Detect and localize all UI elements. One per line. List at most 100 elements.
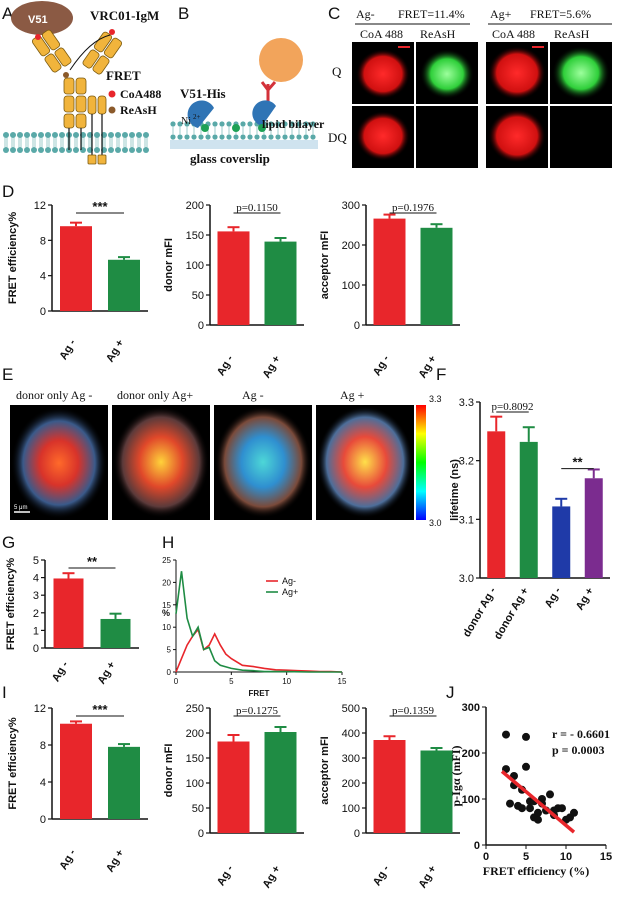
lipid-head <box>59 132 65 138</box>
lipid-head <box>45 132 51 138</box>
y-tick-label: 300 <box>462 702 480 714</box>
lipid-head <box>247 121 253 127</box>
lipid-head <box>212 134 218 140</box>
category-label: Ag - <box>215 863 236 888</box>
lipid-head <box>45 147 51 153</box>
cbar-max: 3.3 <box>429 394 442 404</box>
panel-label-e: E <box>2 365 13 384</box>
lipid-head <box>184 134 190 140</box>
bar <box>264 732 297 833</box>
scatter-point <box>558 804 566 813</box>
lipid-head <box>282 134 288 140</box>
significance-label: p=0.1275 <box>236 705 278 717</box>
bar <box>487 431 506 578</box>
lipid-head <box>219 134 225 140</box>
legend-label: Ag- <box>282 576 296 586</box>
bar <box>373 740 406 833</box>
antibody-y-icon <box>260 81 277 104</box>
lipid-head <box>10 147 16 153</box>
lipid-head <box>226 121 232 127</box>
x-tick-label: 0 <box>483 851 489 863</box>
lipid-head <box>31 132 37 138</box>
lipid-head <box>170 134 176 140</box>
category-label: Ag + <box>574 586 596 613</box>
y-tick-label: 0 <box>354 828 360 840</box>
c-col-4: ReAsH <box>554 27 590 41</box>
y-axis-label: % <box>162 608 170 618</box>
bar <box>584 478 603 578</box>
lipid-head <box>17 132 23 138</box>
lipid-head <box>10 132 16 138</box>
category-label: Ag - <box>50 659 71 684</box>
bar <box>60 226 92 311</box>
lipid-head <box>219 121 225 127</box>
lipid-head <box>38 147 44 153</box>
y-tick-label: 8 <box>40 740 46 752</box>
lipid-head <box>94 147 100 153</box>
chart-f-lifetime: 3.0 3.1 3.2 3.3 lifetime (ns) donor Ag -donor… <box>449 397 610 642</box>
lipid-head <box>310 121 316 127</box>
lipid-head <box>282 121 288 127</box>
bar <box>217 741 250 833</box>
y-tick-label: 100 <box>342 803 360 815</box>
category-label: donor Ag + <box>492 586 531 642</box>
lipid-head <box>296 121 302 127</box>
y-axis-label: FRET efficiency% <box>7 212 19 305</box>
category-label: Ag - <box>215 353 236 378</box>
lifetime-colorbar <box>416 405 426 520</box>
significance-label: ** <box>87 554 98 569</box>
bar <box>217 231 250 325</box>
panel-label-b: B <box>178 4 189 23</box>
c-ag-plus: Ag+ <box>490 7 512 21</box>
y-axis-label: FRET efficiency% <box>5 558 17 651</box>
chart-i-fret-efficiency: 0 4 8 12 FRET efficiency% Ag - Ag + *** <box>7 702 148 874</box>
scatter-point <box>522 762 530 771</box>
panel-c-microscopy: Ag- FRET=11.4% Ag+ FRET=5.6% CoA 488 ReA… <box>328 7 612 168</box>
y-tick-label: 50 <box>192 290 204 302</box>
lipid-head <box>226 134 232 140</box>
bar <box>264 241 297 325</box>
y-tick-label: 3.0 <box>459 573 474 585</box>
lipid-head <box>115 132 121 138</box>
y-tick-label: 2 <box>33 608 39 620</box>
lipid-head <box>198 134 204 140</box>
y-axis-label: lifetime (ns) <box>449 459 461 521</box>
y-tick-label: 200 <box>342 240 360 252</box>
significance-label: ** <box>572 455 583 470</box>
y-tick-label: 200 <box>186 200 204 212</box>
chart-i-donor-mfi: 0 50 100 150 200 250 donor mFI Ag - Ag + p=0.1275 <box>163 703 304 890</box>
y-tick-label: 3.1 <box>459 514 474 526</box>
lipid-head <box>73 132 79 138</box>
lipid-head <box>143 132 149 138</box>
category-label: Ag + <box>417 864 439 891</box>
e-label-2: donor only Ag+ <box>117 388 193 402</box>
y-tick-label: 200 <box>342 778 360 790</box>
c-fret-minus: FRET=11.4% <box>398 7 465 21</box>
c-fret-plus: FRET=5.6% <box>530 7 591 21</box>
y-tick-label: 0 <box>198 828 204 840</box>
lipid-head <box>268 121 274 127</box>
scatter-point <box>526 804 534 813</box>
category-label: Ag + <box>104 338 126 365</box>
ni-dot-icon-3 <box>258 124 266 132</box>
lipid-head <box>247 134 253 140</box>
bar <box>53 578 84 648</box>
panel-e-flim: donor only Ag - donor only Ag+ Ag - Ag +… <box>10 388 442 528</box>
lipid-head <box>108 147 114 153</box>
bar <box>108 259 140 311</box>
igm-antibody-icon <box>31 29 123 129</box>
y-axis-label: donor mFI <box>163 744 175 798</box>
bar <box>519 441 538 578</box>
chart-j-correlation: 0 100 200 300 0 5 10 15 FRET efficiency (%) p-Igα… <box>449 702 612 878</box>
v51-his-arm-icon <box>187 100 214 128</box>
coa488-label: CoA488 <box>120 87 161 101</box>
bar <box>108 746 140 819</box>
correlation-p: p = 0.0003 <box>552 743 605 757</box>
y-tick-label: 0 <box>40 814 46 826</box>
y-tick-label: 100 <box>462 794 480 806</box>
ni-superscript: 2+ <box>193 113 201 121</box>
category-label: donor Ag - <box>461 585 499 639</box>
y-tick-label: 0 <box>354 320 360 332</box>
x-axis-label: FRET efficiency (%) <box>483 864 589 878</box>
bar <box>373 218 406 325</box>
